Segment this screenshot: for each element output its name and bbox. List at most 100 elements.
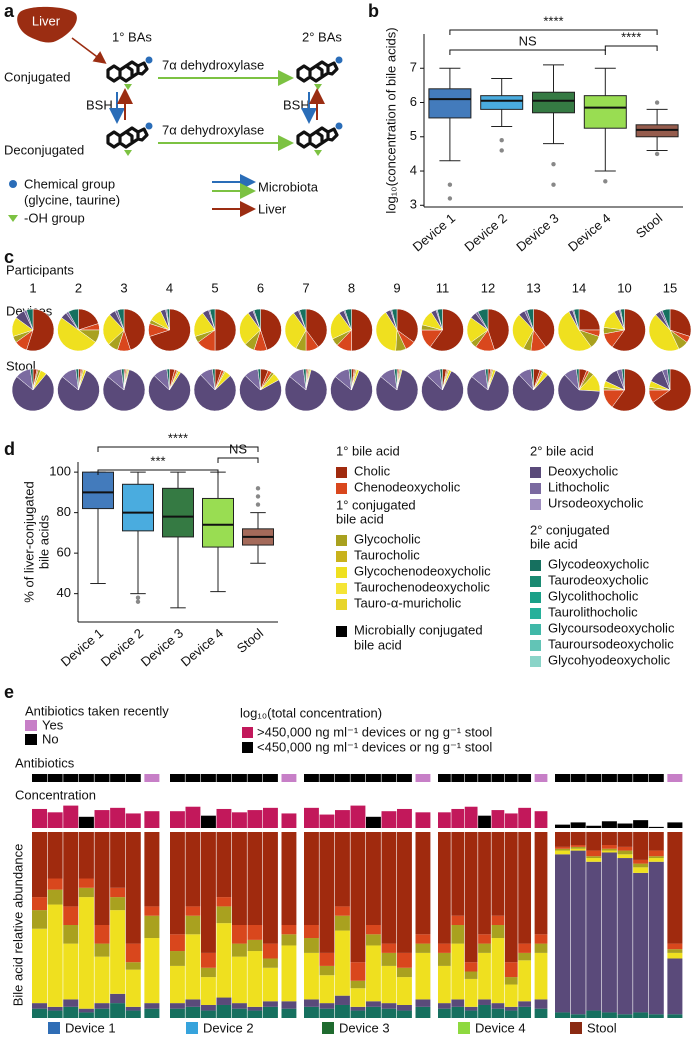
- participant-label: 2: [75, 280, 82, 295]
- pie-slice: [487, 308, 510, 351]
- box: [480, 95, 524, 110]
- pie-slice: [148, 371, 191, 412]
- stacked-segment: [504, 1010, 518, 1018]
- legend-title: bile acid: [336, 511, 384, 526]
- stacked-segment: [366, 1001, 381, 1007]
- stacked-segment: [451, 925, 465, 944]
- y-tick-label: 4: [410, 162, 417, 177]
- stacked-segment: [478, 1004, 491, 1018]
- stacked-segment: [518, 952, 532, 961]
- outlier: [135, 595, 141, 600]
- antibiotics-cell: [601, 774, 617, 782]
- stacked-segment: [281, 934, 297, 946]
- legend-swatch: [530, 592, 541, 603]
- stacked-segment: [586, 856, 602, 859]
- stacked-segment: [366, 925, 381, 935]
- pie-slice: [102, 314, 125, 345]
- pie-slice: [121, 368, 125, 391]
- outlier: [654, 151, 660, 157]
- pie-slice: [253, 308, 261, 331]
- stacked-segment: [78, 887, 94, 898]
- concentration-bar: [415, 812, 431, 828]
- stacked-segment: [504, 977, 518, 985]
- stacked-segment: [232, 943, 247, 957]
- stacked-segment: [144, 915, 160, 939]
- stacked-segment: [47, 904, 63, 1007]
- pie-slice: [421, 370, 464, 412]
- stacked-segment: [94, 832, 110, 925]
- stacked-segment: [478, 832, 491, 935]
- stacked-segment: [319, 832, 335, 953]
- legend-title: log₁₀(total concentration): [240, 705, 382, 720]
- outlier: [499, 148, 504, 153]
- group-swatch: [570, 1022, 582, 1034]
- pie-slice: [348, 368, 352, 391]
- stacked-segment: [170, 951, 185, 966]
- stacked-segment: [201, 1010, 216, 1018]
- legend-title: 1° conjugated: [336, 497, 416, 512]
- pie-slice: [652, 368, 692, 412]
- concentration-bar: [281, 813, 297, 828]
- stacked-segment: [185, 832, 201, 907]
- stacked-segment: [586, 861, 602, 1011]
- stacked-segment: [601, 852, 617, 1013]
- pie-slice: [512, 374, 555, 412]
- pie-slice: [117, 308, 125, 331]
- stacked-segment: [304, 925, 319, 939]
- stacked-segment: [32, 897, 48, 911]
- antibiotics-cell: [667, 774, 683, 782]
- stacked-segment: [247, 832, 263, 925]
- legend-swatch: [336, 483, 347, 494]
- stacked-segment: [415, 1006, 431, 1018]
- stacked-segment: [534, 943, 548, 953]
- key-label: Microbiota: [258, 179, 319, 194]
- stacked-segment: [534, 832, 548, 935]
- stacked-segment: [110, 897, 126, 911]
- group-swatch: [186, 1022, 198, 1034]
- stacked-segment: [570, 845, 586, 847]
- stacked-segment: [350, 1010, 366, 1018]
- legend-label: Lithocholic: [548, 479, 610, 494]
- stacked-segment: [397, 977, 412, 1005]
- stacked-segment: [381, 832, 397, 944]
- significance-bracket: [217, 457, 259, 463]
- stacked-segment: [570, 850, 586, 1015]
- legend-label: Cholic: [354, 463, 391, 478]
- pie-slice: [303, 368, 307, 391]
- stacked-segment: [185, 906, 201, 916]
- stacked-segment: [304, 1006, 319, 1018]
- x-tick-label: Device 3: [138, 625, 186, 669]
- stacked-segment: [110, 910, 126, 994]
- stacked-segment: [110, 832, 126, 888]
- stacked-segment: [32, 910, 48, 929]
- stacked-segment: [397, 967, 412, 978]
- y-axis-label: Bile acid relative abundance: [10, 844, 25, 1007]
- legend-swatch: [336, 551, 347, 562]
- concentration-bar: [144, 811, 160, 828]
- stacked-segment: [281, 1001, 297, 1009]
- stacked-segment: [555, 854, 571, 1013]
- stacked-segment: [319, 965, 335, 976]
- pie-slice: [193, 374, 237, 412]
- panel-label: d: [4, 439, 15, 459]
- stacked-segment: [438, 943, 451, 953]
- stacked-segment: [518, 832, 532, 944]
- legend-label: Glycocholic: [354, 531, 421, 546]
- legend-swatch: [530, 624, 541, 635]
- stacked-segment: [366, 832, 381, 925]
- legend-label: Chenodeoxycholic: [354, 479, 461, 494]
- stacked-segment: [464, 832, 478, 963]
- stacked-segment: [170, 965, 185, 1004]
- pie-slice: [68, 308, 79, 331]
- concentration-bar: [464, 806, 478, 828]
- panel-label: c: [4, 247, 14, 267]
- stacked-segment: [504, 984, 518, 1007]
- stacked-segment: [144, 938, 160, 1004]
- stacked-segment: [397, 952, 412, 968]
- pie-slice: [526, 308, 534, 331]
- stacked-segment: [304, 999, 319, 1007]
- antibiotics-cell: [366, 774, 381, 782]
- y-tick-label: 5: [410, 128, 417, 143]
